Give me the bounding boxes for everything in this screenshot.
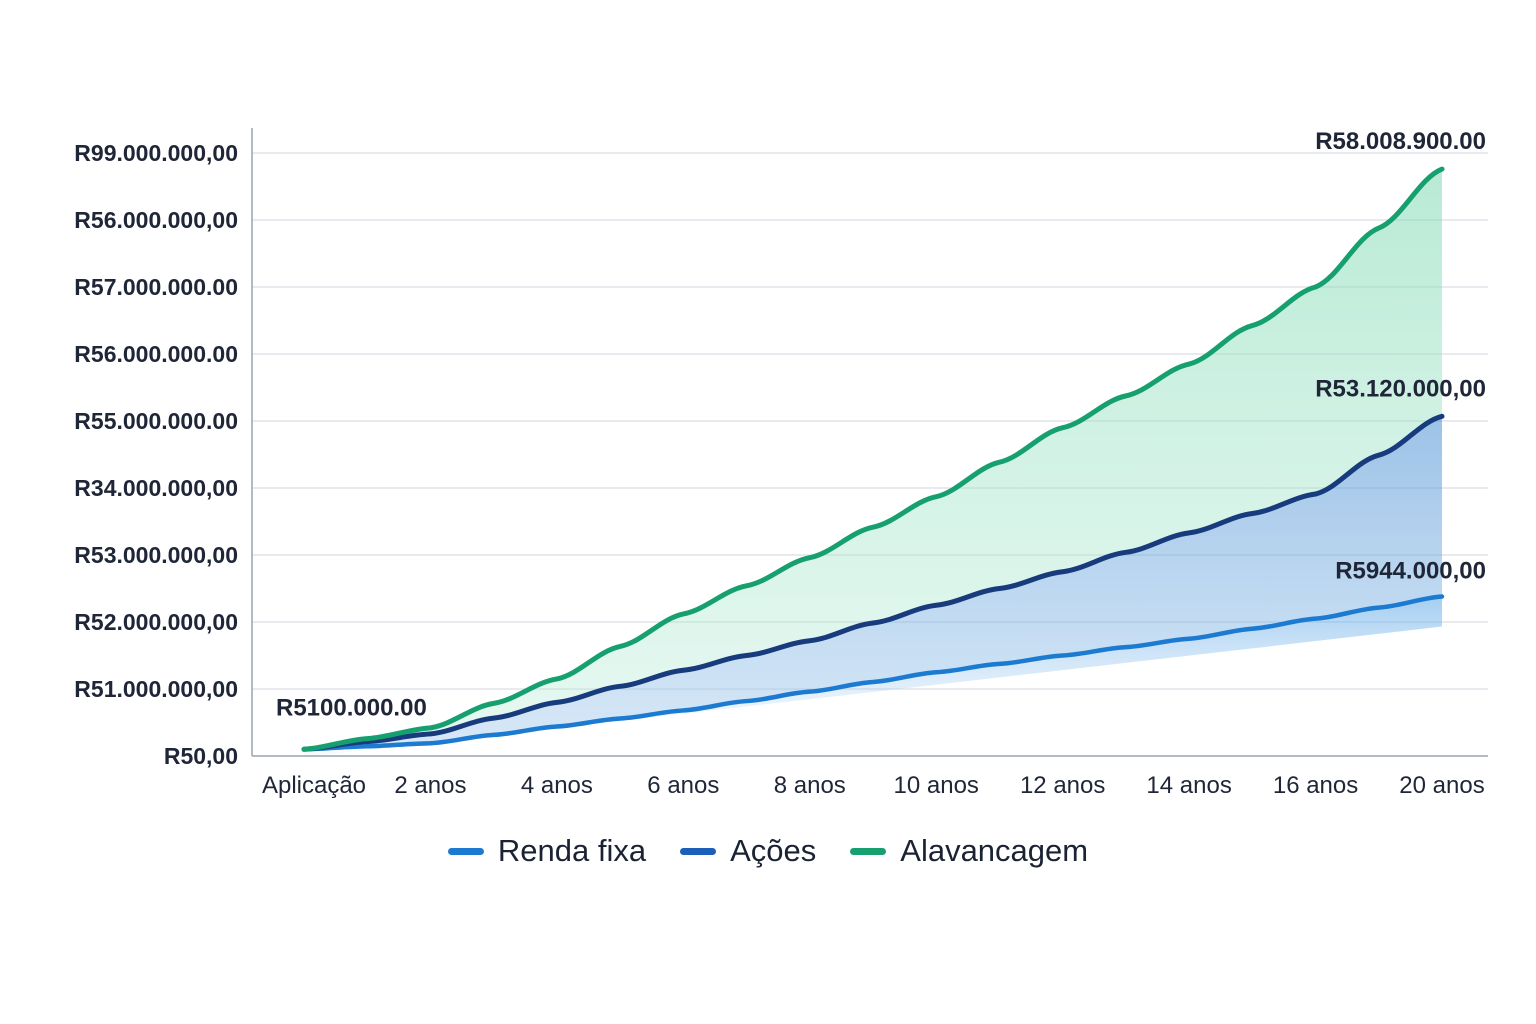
end-value-label: R58.008.900.00 — [1315, 128, 1486, 155]
x-tick-label: 8 anos — [774, 772, 846, 799]
grid-lines — [252, 152, 1488, 690]
series-areas — [304, 169, 1442, 758]
data-labels: R5944.000,00 R53.120.000,00 R58.008.900.00… — [276, 128, 1486, 721]
y-tick-label: R55.000.000.00 — [74, 408, 238, 434]
legend: Renda fixa Ações Alavancagem — [0, 826, 1536, 876]
x-tick-label: 16 anos — [1273, 772, 1358, 799]
x-axis-ticks: Aplicação 2 anos 4 anos 6 anos 8 anos 10 anos… — [262, 772, 1485, 799]
x-tick-label: 10 anos — [894, 772, 979, 799]
axes — [251, 128, 1488, 757]
end-value-label: R5944.000,00 — [1335, 558, 1486, 585]
area-acoes — [304, 416, 1442, 750]
legend-item-acoes: Ações — [680, 833, 816, 869]
y-tick-label: R56.000.000.00 — [74, 341, 238, 367]
area-alavancagem — [304, 169, 1442, 750]
x-tick-label: 4 anos — [521, 772, 593, 799]
x-tick-label: 20 anos — [1399, 772, 1484, 799]
line-acoes — [301, 413, 1445, 752]
x-tick-label: 12 anos — [1020, 772, 1105, 799]
legend-item-renda-fixa: Renda fixa — [447, 833, 647, 869]
y-axis-ticks: R50,00 R51.000.000,00 R52.000.000,00 R53.00… — [74, 140, 238, 769]
y-tick-label: R34.000.000,00 — [74, 475, 238, 501]
legend-label-acoes: Ações — [730, 833, 817, 868]
y-tick-label: R51.000.000,00 — [74, 676, 238, 702]
legend-item-alavancagem: Alavancagem — [850, 833, 1088, 869]
legend-label-alavancagem: Alavancagem — [900, 833, 1089, 868]
y-tick-label: R50,00 — [164, 743, 238, 769]
end-value-label: R53.120.000,00 — [1315, 375, 1486, 402]
series-lines — [301, 166, 1445, 752]
y-tick-label: R52.000.000,00 — [74, 609, 238, 635]
y-tick-label: R56.000.000,00 — [74, 207, 238, 233]
x-tick-label: 14 anos — [1146, 772, 1231, 799]
legend-swatch-acoes — [680, 847, 717, 855]
x-tick-label: 2 anos — [394, 772, 466, 799]
y-tick-label: R99.000.000,00 — [74, 140, 238, 166]
y-tick-label: R57.000.000.00 — [74, 274, 238, 300]
legend-label-renda-fixa: Renda fixa — [497, 833, 647, 868]
y-tick-label: R53.000.000,00 — [74, 542, 238, 568]
legend-swatch-renda-fixa — [447, 847, 484, 855]
legend-swatch-alavancagem — [850, 847, 887, 855]
x-tick-label: 6 anos — [647, 772, 719, 799]
x-tick-label: Aplicação — [262, 772, 366, 799]
line-renda-fixa — [301, 594, 1445, 752]
start-value-label: R5100.000.00 — [276, 694, 427, 721]
line-alavancagem — [301, 166, 1445, 752]
